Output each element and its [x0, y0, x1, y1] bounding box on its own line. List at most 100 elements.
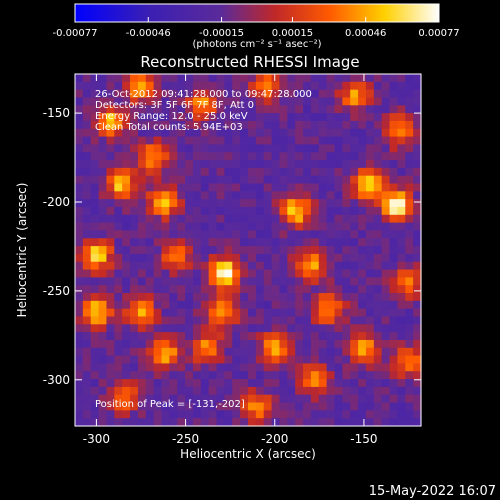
heatmap-cell	[373, 394, 383, 404]
heatmap-cell	[137, 113, 147, 122]
heatmap-cell	[185, 230, 194, 239]
heatmap-cell	[122, 238, 131, 247]
heatmap-cell	[98, 113, 108, 122]
heatmap-cell	[318, 402, 328, 411]
heatmap-cell	[137, 97, 147, 106]
heatmap-cell	[381, 97, 391, 106]
heatmap-cell	[153, 89, 163, 99]
heatmap-cell	[373, 206, 383, 216]
heatmap-cell	[200, 230, 210, 239]
heatmap-cell	[295, 214, 304, 224]
heatmap-cell	[318, 191, 328, 200]
heatmap-cell	[122, 355, 131, 365]
heatmap-cell	[303, 222, 312, 232]
heatmap-cell	[224, 167, 233, 177]
heatmap-cell	[224, 253, 233, 263]
heatmap-cell	[342, 371, 351, 380]
heatmap-cell	[405, 246, 414, 255]
heatmap-cell	[75, 379, 84, 388]
heatmap-cell	[303, 253, 312, 263]
heatmap-cell	[82, 246, 92, 255]
heatmap-cell	[208, 81, 218, 91]
heatmap-cell	[389, 355, 399, 365]
heatmap-cell	[271, 152, 281, 161]
heatmap-cell	[161, 160, 170, 169]
heatmap-cell	[216, 113, 226, 122]
heatmap-cell	[271, 89, 281, 99]
heatmap-cell	[224, 214, 233, 224]
heatmap-cell	[350, 191, 359, 200]
heatmap-cell	[263, 128, 273, 138]
heatmap-cell	[232, 175, 241, 185]
heatmap-cell	[130, 144, 139, 153]
heatmap-cell	[248, 285, 257, 294]
heatmap-cell	[224, 222, 233, 232]
heatmap-cell	[200, 316, 210, 325]
heatmap-cell	[177, 394, 186, 404]
heatmap-cell	[114, 332, 123, 341]
heatmap-cell	[303, 89, 312, 99]
heatmap-cell	[145, 324, 155, 333]
heatmap-cell	[82, 418, 92, 427]
heatmap-cell	[240, 152, 249, 161]
heatmap-cell	[177, 293, 186, 302]
heatmap-cell	[381, 183, 391, 192]
heatmap-cell	[122, 324, 131, 333]
heatmap-cell	[405, 410, 414, 419]
heatmap-cell	[208, 136, 218, 145]
heatmap-cell	[334, 105, 343, 114]
heatmap-cell	[389, 324, 399, 333]
heatmap-cell	[248, 269, 257, 278]
heatmap-cell	[161, 175, 170, 185]
heatmap-cell	[232, 261, 241, 271]
heatmap-cell	[240, 120, 249, 130]
heatmap-cell	[114, 355, 123, 365]
heatmap-cell	[405, 261, 414, 271]
heatmap-cell	[82, 136, 92, 145]
heatmap-cell	[169, 316, 178, 325]
heatmap-cell	[271, 394, 281, 404]
heatmap-cell	[75, 261, 84, 271]
heatmap-cell	[200, 191, 210, 200]
heatmap-cell	[169, 144, 178, 153]
heatmap-cell	[177, 300, 186, 310]
heatmap-cell	[161, 105, 170, 114]
heatmap-cell	[130, 402, 139, 411]
heatmap-cell	[373, 97, 383, 106]
heatmap-cell	[279, 175, 288, 185]
heatmap-cell	[413, 418, 422, 427]
heatmap-cell	[114, 214, 123, 224]
heatmap-cell	[200, 277, 210, 286]
heatmap-cell	[169, 214, 178, 224]
heatmap-cell	[122, 128, 131, 138]
heatmap-cell	[295, 316, 304, 325]
heatmap-cell	[358, 167, 367, 177]
heatmap-cell	[326, 269, 336, 278]
heatmap-cell	[208, 97, 218, 106]
heatmap-cell	[153, 246, 163, 255]
heatmap-cell	[350, 293, 359, 302]
heatmap-cell	[389, 379, 399, 388]
heatmap-cell	[334, 214, 343, 224]
heatmap-cell	[255, 97, 265, 106]
heatmap-cell	[405, 386, 414, 396]
heatmap-cell	[295, 246, 304, 255]
heatmap-cell	[342, 183, 351, 192]
heatmap-cell	[82, 379, 92, 388]
heatmap-cell	[303, 293, 312, 302]
heatmap-cell	[334, 183, 343, 192]
heatmap-cell	[240, 81, 249, 91]
heatmap-cell	[365, 144, 375, 153]
heatmap-cell	[75, 144, 84, 153]
heatmap-cell	[145, 74, 155, 83]
x-tick-label: -250	[172, 432, 199, 446]
heatmap-cell	[216, 74, 226, 83]
heatmap-cell	[90, 105, 100, 114]
heatmap-cell	[373, 74, 383, 83]
heatmap-cell	[326, 113, 336, 122]
heatmap-cell	[192, 89, 202, 99]
heatmap-cell	[295, 230, 304, 239]
heatmap-cell	[365, 97, 375, 106]
heatmap-cell	[208, 199, 218, 208]
heatmap-cell	[373, 113, 383, 122]
